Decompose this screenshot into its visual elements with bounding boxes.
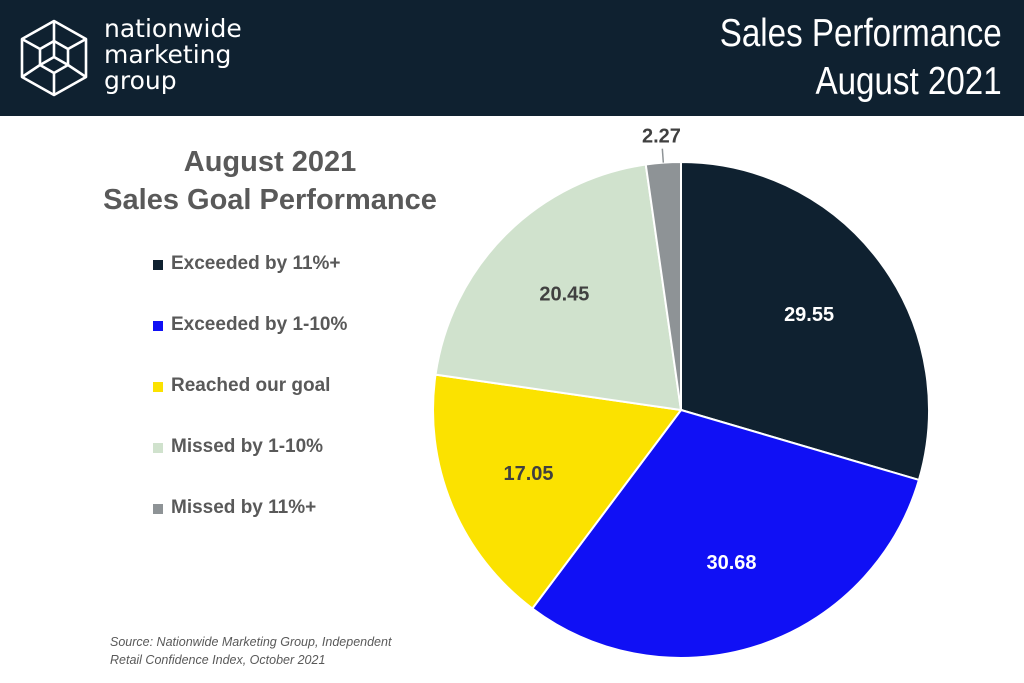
source-line-2: Retail Confidence Index, October 2021	[110, 653, 326, 667]
pie-slice-exceeded-11	[680, 160, 930, 482]
page-title: Sales Performance August 2021	[720, 10, 1002, 106]
data-label-missed-11: 2.27	[642, 126, 681, 148]
legend-label: Missed by 1-10%	[171, 436, 324, 457]
chart-title-line-1: August 2021	[183, 146, 357, 178]
legend-swatch	[153, 382, 163, 392]
header-bar: nationwide marketing group Sales Perform…	[0, 0, 1024, 116]
legend-label: Missed by 11%+	[171, 497, 317, 518]
pie-slice-reached-goal	[432, 373, 683, 610]
logo-line-1: nationwide	[104, 14, 242, 43]
pie-slice-missed-1-10	[434, 163, 683, 412]
logo-line-3: group	[104, 66, 177, 95]
legend-label: Exceeded by 1-10%	[171, 314, 348, 335]
data-label-missed-1-10: 20.45	[539, 283, 589, 305]
legend-label: Exceeded by 11%+	[171, 253, 341, 274]
legend-label: Reached our goal	[171, 375, 331, 396]
logo-line-2: marketing	[104, 40, 232, 69]
pie-slice-exceeded-1-10	[530, 408, 921, 659]
hexagon-logo-icon	[20, 19, 88, 97]
source-line-1: Source: Nationwide Marketing Group, Inde…	[110, 635, 392, 649]
page-title-line-2: August 2021	[815, 60, 1002, 103]
legend-swatch	[153, 321, 163, 331]
leader-line	[661, 148, 665, 163]
legend-swatch	[153, 260, 163, 270]
legend-swatch	[153, 504, 163, 514]
data-label-exceeded-11: 29.55	[784, 304, 834, 326]
logo-wordmark: nationwide marketing group	[104, 16, 242, 94]
chart-title-line-2: Sales Goal Performance	[103, 184, 437, 216]
legend-swatch	[153, 443, 163, 453]
data-label-exceeded-1-10: 30.68	[706, 552, 756, 574]
source-note: Source: Nationwide Marketing Group, Inde…	[110, 633, 430, 669]
data-label-reached-goal: 17.05	[504, 463, 554, 485]
chart-title: August 2021 Sales Goal Performance	[80, 143, 460, 219]
page-title-line-1: Sales Performance	[720, 12, 1002, 55]
